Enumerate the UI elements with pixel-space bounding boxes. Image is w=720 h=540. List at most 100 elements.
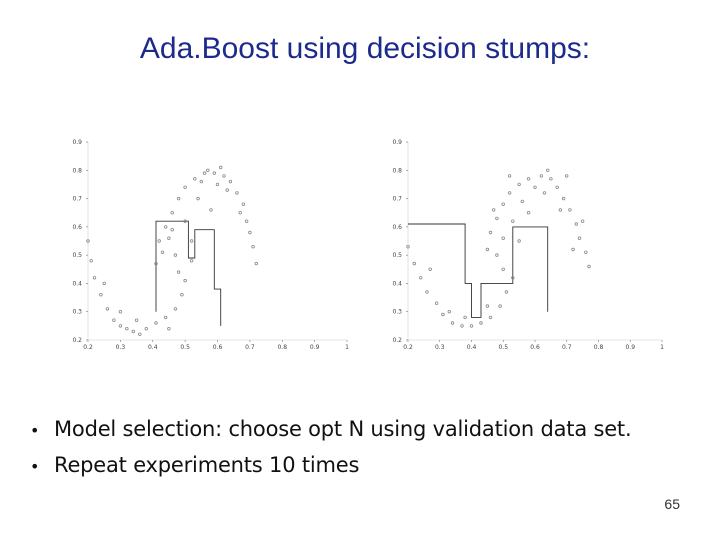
data-point	[125, 326, 129, 331]
data-point	[587, 264, 591, 269]
data-point	[170, 227, 174, 232]
data-point	[441, 312, 445, 317]
data-point	[501, 267, 505, 271]
bullet-marker: •	[30, 421, 40, 440]
data-point	[428, 267, 432, 271]
y-tick-label: 0.2	[392, 337, 402, 344]
x-tick-label: 0.8	[277, 344, 287, 351]
data-point	[105, 307, 110, 311]
x-tick-label: 0.9	[625, 344, 635, 351]
data-point	[539, 174, 543, 178]
data-point	[545, 168, 550, 172]
x-tick-label: 1	[345, 344, 349, 351]
data-point	[189, 239, 194, 243]
data-point	[225, 188, 229, 192]
data-point	[463, 315, 467, 320]
data-point	[580, 219, 585, 223]
page-number: 65	[664, 496, 680, 512]
data-point	[183, 185, 187, 189]
y-tick-label: 0.8	[72, 167, 82, 174]
data-point	[577, 236, 582, 240]
data-point	[176, 270, 181, 274]
x-tick-label: 0.7	[562, 344, 572, 351]
data-point	[183, 278, 187, 283]
y-tick-label: 0.9	[72, 139, 82, 146]
data-point	[568, 208, 572, 212]
data-point	[501, 202, 505, 206]
data-point	[495, 216, 499, 221]
data-point	[89, 259, 93, 263]
decision-boundary	[408, 223, 549, 318]
data-point	[173, 253, 178, 257]
data-point	[138, 332, 142, 336]
data-point	[167, 236, 171, 240]
data-point	[425, 290, 429, 294]
data-point	[491, 208, 496, 212]
data-point	[244, 219, 249, 223]
data-point	[564, 174, 569, 178]
data-point	[251, 244, 255, 249]
data-point	[189, 259, 194, 263]
data-point	[507, 191, 512, 195]
y-tick-label: 0.7	[392, 196, 402, 203]
data-point	[92, 276, 97, 280]
y-tick-label: 0.5	[392, 252, 402, 259]
data-point	[99, 292, 103, 297]
data-point	[112, 318, 116, 322]
x-tick-label: 1	[660, 344, 664, 351]
decision-boundary	[155, 220, 222, 326]
data-point	[526, 210, 531, 215]
data-point	[450, 321, 455, 325]
data-point	[102, 281, 106, 286]
data-point	[517, 239, 521, 243]
data-point	[118, 324, 123, 328]
bullet-item: • Model selection: choose opt N using va…	[30, 412, 710, 448]
y-tick-label: 0.4	[392, 280, 402, 287]
data-point	[469, 324, 474, 328]
data-point	[180, 292, 184, 297]
data-point	[154, 261, 158, 266]
data-point	[173, 307, 178, 311]
data-point	[212, 171, 216, 175]
data-point	[434, 301, 439, 305]
data-point	[199, 179, 203, 184]
data-point	[86, 239, 90, 243]
data-point	[193, 177, 197, 181]
slide-title: Ada.Boost using decision stumps:	[139, 32, 591, 65]
data-point	[485, 304, 490, 308]
data-point	[412, 261, 416, 266]
y-tick-label: 0.6	[72, 224, 82, 231]
data-point	[447, 309, 451, 314]
data-point	[235, 191, 239, 195]
bullet-text: Repeat experiments 10 times	[54, 453, 360, 477]
data-point	[504, 290, 509, 294]
data-point	[154, 321, 158, 325]
data-point	[163, 315, 168, 320]
data-point	[488, 315, 493, 320]
data-point	[498, 304, 502, 308]
data-point	[215, 182, 220, 187]
data-point	[584, 250, 588, 254]
data-point	[542, 191, 547, 195]
data-point	[520, 199, 524, 204]
x-tick-label: 0.4	[467, 344, 477, 351]
data-point	[511, 219, 515, 223]
x-tick-label: 0.6	[213, 344, 223, 351]
data-point	[574, 222, 578, 226]
data-point	[555, 185, 559, 189]
data-point	[254, 261, 258, 266]
bullet-text: Model selection: choose opt N using vali…	[54, 417, 632, 441]
y-tick-label: 0.3	[72, 309, 82, 316]
y-tick-label: 0.9	[392, 139, 402, 146]
y-tick-label: 0.5	[72, 252, 82, 259]
bullet-list: • Model selection: choose opt N using va…	[30, 412, 710, 484]
data-point	[228, 179, 233, 184]
data-point	[144, 326, 148, 331]
data-point	[533, 185, 537, 189]
data-point	[183, 219, 187, 223]
data-point	[222, 174, 226, 178]
data-point	[495, 253, 499, 257]
data-point	[526, 177, 531, 181]
data-point	[202, 171, 207, 175]
data-point	[218, 165, 223, 170]
